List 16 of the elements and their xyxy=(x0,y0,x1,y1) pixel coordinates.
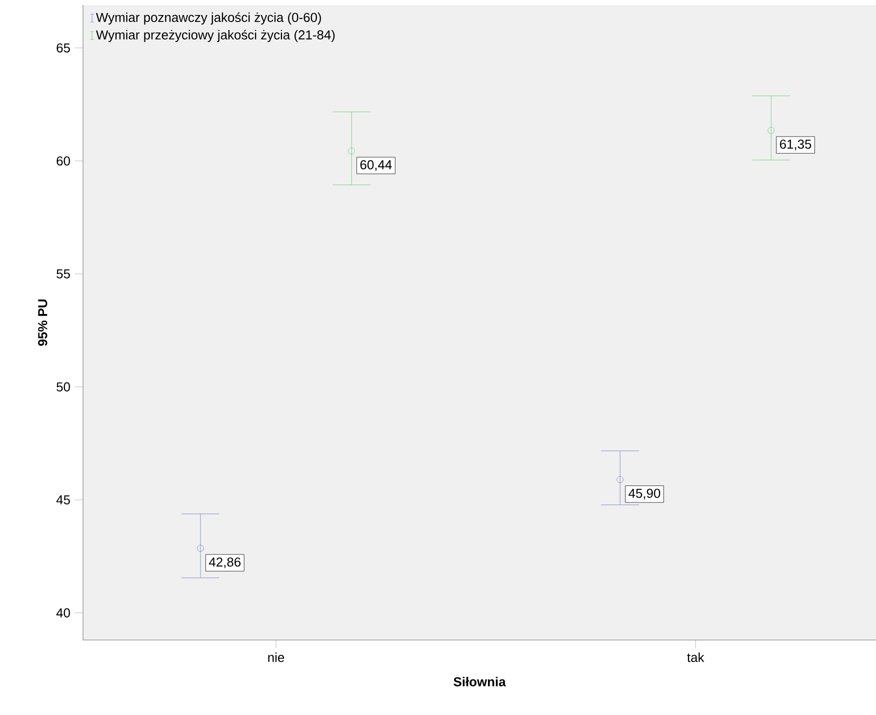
y-tick-label: 65 xyxy=(56,43,70,53)
y-tick-label: 40 xyxy=(56,608,70,618)
y-tick-label: 50 xyxy=(56,382,70,392)
x-axis-title: Siłownia xyxy=(454,676,506,686)
x-tick-label: nie xyxy=(268,652,284,662)
y-tick-label: 60 xyxy=(56,156,70,166)
data-label: 60,44 xyxy=(360,160,392,171)
data-label: 61,35 xyxy=(780,140,812,150)
data-label: 45,90 xyxy=(628,488,660,500)
x-tick-label: tak xyxy=(687,652,704,662)
y-tick-label: 55 xyxy=(56,269,70,278)
data-label: 42,86 xyxy=(208,557,241,568)
legend-label: Wymiar przeżyciowy jakości życia (21-84) xyxy=(96,30,335,42)
y-tick-label: 45 xyxy=(56,495,70,504)
legend-label: Wymiar poznawczy jakości życia (0-60) xyxy=(96,12,321,25)
y-axis-title: 95% PU xyxy=(38,300,48,346)
